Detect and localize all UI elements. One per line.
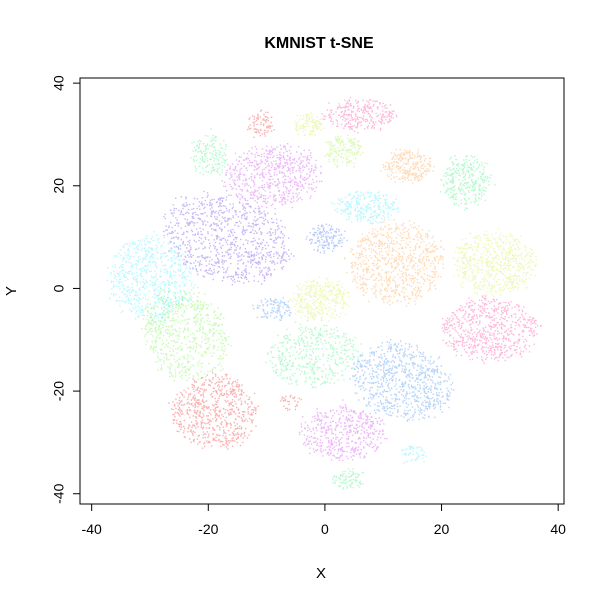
cluster-points-19 [247, 109, 275, 138]
x-axis-title: X [316, 565, 326, 582]
cluster-points-23 [401, 445, 427, 464]
cluster-points-16 [324, 134, 364, 169]
x-tick-label: 0 [321, 521, 329, 537]
x-tick-label: 20 [434, 521, 450, 537]
cluster-points-0 [163, 190, 295, 286]
x-tick-label: 40 [550, 521, 566, 537]
cluster-points-3 [168, 372, 259, 450]
cluster-points-13 [379, 148, 435, 184]
y-axis: -40 -20 0 20 40 [51, 75, 80, 504]
cluster-points-2 [141, 284, 232, 382]
cluster-points-20 [305, 223, 348, 254]
cluster-points-6 [265, 319, 363, 389]
x-axis: -40 -20 0 20 40 [82, 504, 566, 537]
cluster-points-17 [294, 112, 325, 137]
y-axis-title: Y [3, 286, 20, 296]
cluster-points-7 [298, 399, 388, 462]
cluster-points-21 [252, 297, 292, 321]
cluster-points-22 [332, 468, 364, 490]
cluster-points-14 [331, 190, 399, 224]
cluster-points-10 [441, 295, 542, 364]
y-tick-label: -20 [51, 381, 67, 401]
cluster-points-5 [289, 276, 350, 322]
cluster-points-9 [343, 219, 445, 307]
cluster-points-12 [439, 155, 496, 211]
scatter-points [106, 96, 542, 490]
plot-frame [79, 77, 565, 505]
chart-title: KMNIST t-SNE [264, 35, 374, 52]
cluster-points-15 [321, 96, 398, 134]
cluster-points-1 [106, 231, 196, 323]
x-tick-label: -20 [198, 521, 218, 537]
cluster-points-18 [190, 128, 228, 176]
x-tick-label: -40 [82, 521, 102, 537]
cluster-points-24 [280, 394, 302, 411]
cluster-points-4 [221, 143, 323, 210]
y-tick-label: 20 [51, 178, 67, 194]
cluster-points-11 [452, 228, 537, 298]
y-tick-label: 40 [51, 75, 67, 91]
cluster-points-8 [349, 339, 455, 422]
y-tick-label: -40 [51, 483, 67, 503]
y-tick-label: 0 [51, 284, 67, 292]
